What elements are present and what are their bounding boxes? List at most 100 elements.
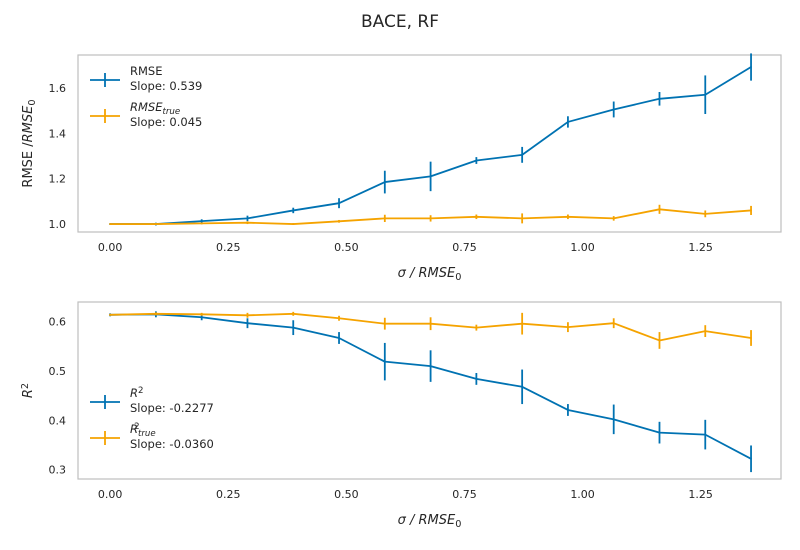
- r2-data-point: [383, 360, 386, 363]
- rmse-legend-name: RMSE: [130, 64, 162, 78]
- rmse-data-point: [750, 66, 752, 68]
- r2-data-point: [200, 316, 203, 319]
- rmse-data-point: [475, 215, 478, 218]
- rmse-x-tick-label: 0.50: [334, 241, 359, 254]
- rmse-y-tick-label: 1.2: [49, 173, 67, 186]
- r2-data-point: [567, 409, 569, 411]
- axis-label-part: RMSE /: [21, 142, 36, 188]
- r2-data-point: [567, 326, 569, 329]
- rmse-x-tick-label: 1.00: [570, 241, 595, 254]
- label-superscript: 2: [134, 422, 139, 432]
- rmse-data-point: [292, 223, 295, 225]
- r2-data-point: [338, 337, 340, 339]
- axis-label-part: RMSE: [418, 266, 456, 281]
- rmse-y-tick-label: 1.6: [49, 82, 67, 95]
- rmse-legend-slope: Slope: 0.045: [130, 115, 202, 129]
- r2-legend-slope: Slope: -0.2277: [130, 401, 214, 415]
- r2-x-tick-label: 0.00: [98, 488, 123, 501]
- r2-data-point: [704, 433, 707, 436]
- r2-y-tick-label: 0.3: [49, 464, 67, 477]
- label-main: RMSE: [130, 100, 163, 114]
- r2-x-tick-label: 0.25: [216, 488, 241, 501]
- r2-data-point: [292, 326, 295, 329]
- rmse-data-point: [109, 223, 112, 225]
- rmse-data-point: [292, 209, 295, 212]
- axis-label: RMSE /RMSE0: [21, 99, 38, 187]
- r2-data-point: [200, 313, 203, 316]
- rmse-data-point: [475, 159, 478, 162]
- r2-data-point: [155, 312, 157, 315]
- rmse-x-tick-label: 1.25: [688, 241, 713, 254]
- rmse-y-tick-label: 1.4: [49, 127, 67, 140]
- label-subscript: true: [138, 429, 156, 439]
- r2-data-point: [109, 313, 112, 316]
- rmse-data-point: [521, 153, 524, 156]
- axis-label-part: 2: [20, 383, 31, 389]
- label-superscript: 2: [138, 386, 143, 396]
- r2-data-point: [429, 322, 432, 325]
- rmse-data-point: [658, 208, 661, 211]
- axis-label: σ / RMSE0: [398, 266, 462, 283]
- r2-x-tick-label: 1.25: [688, 488, 713, 501]
- axis-label: σ / RMSE0: [398, 513, 462, 530]
- rmse-data-point: [246, 221, 249, 224]
- r2-data-point: [475, 326, 478, 329]
- axis-label-part: σ /: [398, 266, 419, 281]
- label-main: RMSE: [130, 64, 162, 78]
- r2-data-point: [612, 322, 615, 325]
- axis-label-part: σ /: [398, 513, 419, 528]
- rmse-data-point: [246, 217, 249, 220]
- r2-x-tick-label: 0.50: [334, 488, 359, 501]
- r2-data-point: [521, 385, 524, 388]
- r2-data-point: [429, 365, 432, 367]
- rmse-data-point: [704, 212, 707, 215]
- rmse-series-1: [109, 204, 752, 225]
- rmse-data-point: [750, 209, 752, 212]
- r2-x-tick-label: 1.00: [570, 488, 595, 501]
- rmse-data-point: [567, 121, 569, 123]
- rmse-data-point: [521, 217, 524, 220]
- rmse-y-tick-label: 1.0: [49, 218, 67, 231]
- r2-series-1: [109, 311, 752, 349]
- axis-label: R2: [20, 383, 37, 398]
- axis-label-part: 0: [455, 519, 461, 530]
- rmse-x-tick-label: 0.00: [98, 241, 123, 254]
- r2-data-point: [704, 330, 707, 332]
- r2-data-point: [612, 418, 615, 421]
- r2-legend-name: R2: [130, 386, 143, 400]
- rmse-series-0: [109, 53, 752, 226]
- r2-data-point: [750, 337, 752, 339]
- r2-data-point: [521, 322, 524, 325]
- rmse-data-point: [383, 217, 386, 220]
- rmse-data-point: [429, 217, 432, 220]
- rmse-data-point: [612, 108, 615, 111]
- rmse-data-point: [338, 220, 340, 223]
- r2-y-tick-label: 0.5: [49, 365, 67, 378]
- r2-plot-frame: [77, 301, 782, 480]
- r2-data-point: [246, 314, 249, 317]
- r2-data-point: [658, 431, 661, 434]
- r2-data-point: [338, 317, 340, 320]
- rmse-series-line: [110, 66, 752, 225]
- rmse-data-point: [338, 202, 340, 205]
- figure-title: BACE, RF: [361, 12, 439, 32]
- rmse-data-point: [200, 222, 203, 225]
- r2-legend-name: Rtrue2: [130, 422, 156, 439]
- r2-data-point: [246, 322, 249, 325]
- r2-x-tick-label: 0.75: [452, 488, 477, 501]
- rmse-data-point: [704, 93, 707, 96]
- rmse-data-point: [200, 220, 203, 223]
- rmse-legend-slope: Slope: 0.539: [130, 79, 202, 93]
- r2-data-point: [475, 378, 478, 380]
- r2-panel: 0.00 0.25 0.50 0.75 1.00 1.25 0.3 0.4 0.5 0.6 σ / …: [20, 301, 782, 530]
- axis-label-part: RMSE: [418, 513, 456, 528]
- r2-y-tick-label: 0.6: [49, 316, 67, 329]
- rmse-data-point: [155, 223, 157, 225]
- rmse-x-tick-label: 0.25: [216, 241, 241, 254]
- rmse-panel: 0.00 0.25 0.50 0.75 1.00 1.25 1.0 1.2 1.4 1.6 σ / …: [21, 53, 782, 283]
- r2-data-point: [383, 322, 386, 325]
- rmse-data-point: [383, 181, 386, 183]
- rmse-data-point: [429, 175, 432, 178]
